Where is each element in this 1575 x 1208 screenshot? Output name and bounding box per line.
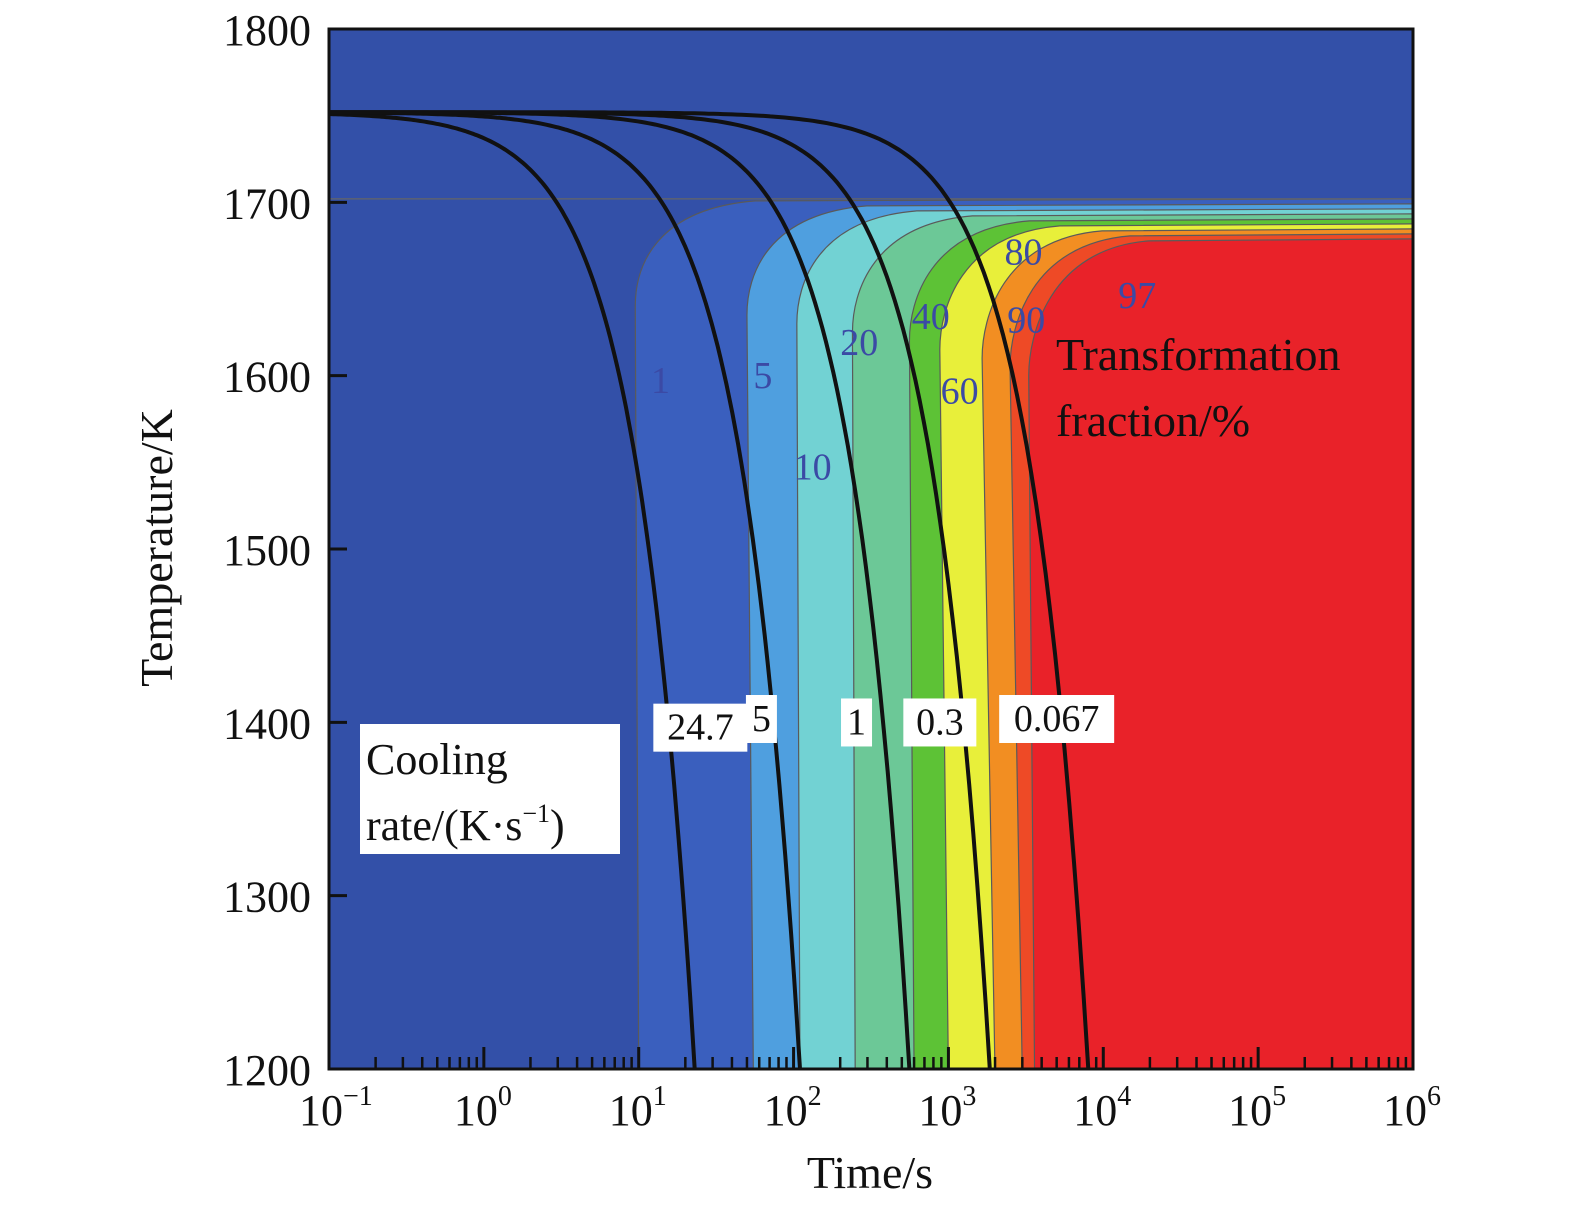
cooling-rate-labels: 24.7 5 1 0.3 0.067 [653, 695, 1115, 752]
y-tick-label: 1700 [223, 179, 311, 228]
cooling-rate-label-0.3: 0.3 [916, 701, 964, 743]
x-axis-title: Time/s [807, 1147, 933, 1198]
transformation-legend-line1: Transformation [1056, 329, 1341, 380]
transformation-legend-line2: fraction/% [1056, 395, 1250, 446]
contour-label-97: 97 [1118, 275, 1156, 317]
y-tick-label: 1300 [223, 873, 311, 922]
x-tick-label: 102 [764, 1081, 822, 1135]
y-axis-title: Temperature/K [131, 409, 182, 687]
x-tick-label: 10−1 [299, 1081, 373, 1135]
cooling-rate-legend-end: ) [550, 801, 565, 850]
y-tick-label: 1600 [223, 353, 311, 402]
x-tick-label: 103 [918, 1081, 976, 1135]
cooling-rate-label-5: 5 [752, 698, 771, 740]
cooling-curve-0.067 [329, 110, 1091, 1069]
x-tick-label: 106 [1383, 1081, 1441, 1135]
y-tick-label: 1500 [223, 526, 311, 575]
cooling-rate-label-1: 1 [847, 701, 866, 743]
region-97-percent [1028, 238, 1413, 1069]
transformation-fraction-legend: Transformation fraction/% [1056, 329, 1341, 446]
cooling-rate-legend-line1: Cooling [366, 735, 508, 784]
y-tick-label: 1400 [223, 699, 311, 748]
cooling-rate-label-box [999, 695, 1115, 743]
cooling-curves [329, 110, 1091, 1069]
x-tick-label: 100 [454, 1081, 512, 1135]
contour-label-20: 20 [840, 322, 878, 364]
x-axis: 10−1 100 101 102 103 104 105 106 [299, 1047, 1441, 1135]
cooling-curve-24.7 [329, 112, 697, 1069]
cooling-rate-label-box [745, 695, 777, 743]
contour-label-1: 1 [651, 360, 670, 402]
cooling-rate-legend-exp: −1 [522, 799, 550, 828]
contour-label-90: 90 [1007, 299, 1045, 341]
contour-label-60: 60 [941, 370, 979, 412]
y-tick-label: 1800 [223, 6, 311, 55]
contour-label-5: 5 [753, 355, 772, 397]
cooling-rate-legend-line2: rate/(K·s−1) [366, 799, 565, 850]
y-axis: 1200 1300 1400 1500 1600 1700 1800 [223, 6, 347, 1095]
cooling-rate-label-box [841, 698, 873, 747]
contour-label-10: 10 [794, 447, 832, 489]
transformation-regions [329, 198, 1413, 1069]
minor-ticks [374, 1057, 1408, 1069]
contour-label-40: 40 [912, 296, 950, 338]
contour-label-80: 80 [1004, 232, 1042, 274]
cooling-rate-label-0.067: 0.067 [1014, 698, 1100, 740]
cooling-rate-label-box [903, 698, 977, 747]
cooling-rate-label-24.7: 24.7 [667, 707, 734, 749]
cooling-rate-legend-box [360, 724, 620, 854]
y-tick-label: 1200 [223, 1046, 311, 1095]
x-tick-label: 101 [609, 1081, 667, 1135]
cooling-rate-legend-main: rate/(K·s [366, 801, 522, 850]
x-tick-label: 104 [1073, 1081, 1131, 1135]
cooling-rate-label-box [653, 703, 748, 752]
contour-labels: 1 5 10 20 40 60 80 90 97 [651, 232, 1156, 489]
x-tick-label: 105 [1228, 1081, 1286, 1135]
cooling-rate-legend: Cooling rate/(K·s−1) [360, 724, 620, 854]
